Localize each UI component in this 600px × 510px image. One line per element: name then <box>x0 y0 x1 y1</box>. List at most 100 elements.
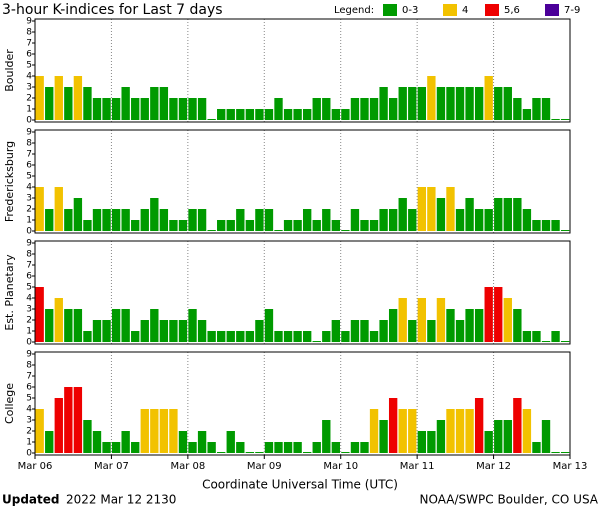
k-index-bar <box>131 331 140 342</box>
k-index-bar <box>188 209 197 231</box>
k-index-bar <box>64 209 73 231</box>
k-index-bar <box>178 320 188 342</box>
k-index-bar <box>513 309 522 342</box>
k-index-bar <box>274 230 283 231</box>
k-index-bar <box>188 98 197 120</box>
y-tick-label: 1 <box>26 438 32 448</box>
k-index-bar <box>541 420 551 453</box>
footer-time: 2022 Mar 12 2130 <box>66 493 176 507</box>
legend-title: Legend: <box>334 5 374 16</box>
y-tick-label: 2 <box>26 316 32 326</box>
legend-swatch <box>383 4 397 16</box>
y-tick-label: 1 <box>26 216 32 226</box>
k-index-bar <box>283 442 293 453</box>
k-index-bar <box>140 98 149 120</box>
k-index-bar <box>541 341 551 342</box>
k-index-bar <box>560 119 570 120</box>
chart-title: 3-hour K-indices for Last 7 days <box>2 2 223 18</box>
k-index-bar <box>255 109 264 120</box>
k-index-bar <box>474 309 484 342</box>
k-index-bar <box>83 331 92 342</box>
k-index-bar <box>45 209 54 231</box>
k-index-bar <box>398 87 407 120</box>
k-index-bar <box>178 220 188 231</box>
k-index-bar <box>159 320 169 342</box>
k-index-bar <box>350 209 360 231</box>
k-index-bar <box>398 409 407 453</box>
k-index-bar <box>408 320 417 342</box>
k-index-bar <box>455 409 465 453</box>
k-index-bar <box>264 442 274 453</box>
k-index-bar <box>312 442 321 453</box>
k-index-bar <box>303 452 312 453</box>
k-index-bar <box>522 209 532 231</box>
k-index-bar <box>341 452 350 453</box>
k-index-bar <box>331 109 341 120</box>
k-index-bar <box>217 452 226 453</box>
k-index-bar <box>465 198 474 231</box>
k-index-bar <box>436 420 446 453</box>
k-index-bar <box>408 409 417 453</box>
k-index-bar <box>341 109 350 120</box>
panel-frame <box>34 240 571 345</box>
k-index-bar <box>131 98 140 120</box>
k-index-bar <box>226 331 235 342</box>
k-index-bar <box>455 320 465 342</box>
k-index-bar <box>121 87 130 120</box>
k-index-bar <box>513 198 522 231</box>
k-index-bar <box>560 230 570 231</box>
k-index-bar <box>140 209 149 231</box>
k-index-bar <box>417 187 426 231</box>
k-index-bar <box>484 287 493 342</box>
k-index-bar <box>350 320 360 342</box>
legend-label: 0-3 <box>402 5 418 16</box>
panel-frame <box>34 351 571 456</box>
k-index-bar <box>360 320 369 342</box>
k-index-bar <box>532 98 541 120</box>
k-index-bar <box>503 420 512 453</box>
k-index-bar <box>111 209 121 231</box>
k-index-bar <box>522 109 532 120</box>
footer-source: NOAA/SWPC Boulder, CO USA <box>420 493 599 507</box>
k-index-bar <box>379 209 388 231</box>
k-index-bar <box>159 87 169 120</box>
y-tick-label: 3 <box>26 416 32 426</box>
k-index-bar <box>532 442 541 453</box>
y-tick-label: 0 <box>26 338 32 348</box>
y-tick-label: 9 <box>26 350 32 360</box>
k-index-bar <box>178 431 188 453</box>
k-index-bar <box>169 220 178 231</box>
y-tick-label: 0 <box>26 116 32 126</box>
y-tick-label: 5 <box>26 283 32 293</box>
k-index-bar <box>503 298 512 342</box>
k-index-bar <box>541 98 551 120</box>
y-tick-label: 7 <box>26 261 32 271</box>
k-index-bar <box>207 230 216 231</box>
k-index-bar <box>150 87 159 120</box>
k-index-bar <box>92 320 102 342</box>
k-index-bar <box>427 187 436 231</box>
k-index-bar <box>131 442 140 453</box>
k-index-bar <box>293 331 302 342</box>
k-index-bar <box>102 209 111 231</box>
k-index-bar <box>178 98 188 120</box>
k-index-bar <box>111 309 121 342</box>
k-index-bar <box>217 331 226 342</box>
k-index-bar <box>474 209 484 231</box>
k-index-bar <box>494 198 503 231</box>
y-axis-label: Fredericksburg <box>3 141 16 222</box>
k-index-bar <box>274 98 283 120</box>
k-index-bar <box>484 431 493 453</box>
k-index-bar <box>73 387 83 453</box>
y-tick-label: 8 <box>26 139 32 149</box>
k-index-bar <box>64 387 73 453</box>
k-index-bar <box>322 331 331 342</box>
k-index-bar <box>331 220 341 231</box>
y-tick-label: 9 <box>26 239 32 249</box>
k-index-bar <box>255 452 264 453</box>
k-index-bar <box>92 98 102 120</box>
x-tick-label: Mar 06 <box>18 461 53 472</box>
k-index-bar <box>35 409 44 453</box>
k-index-bar <box>303 209 312 231</box>
